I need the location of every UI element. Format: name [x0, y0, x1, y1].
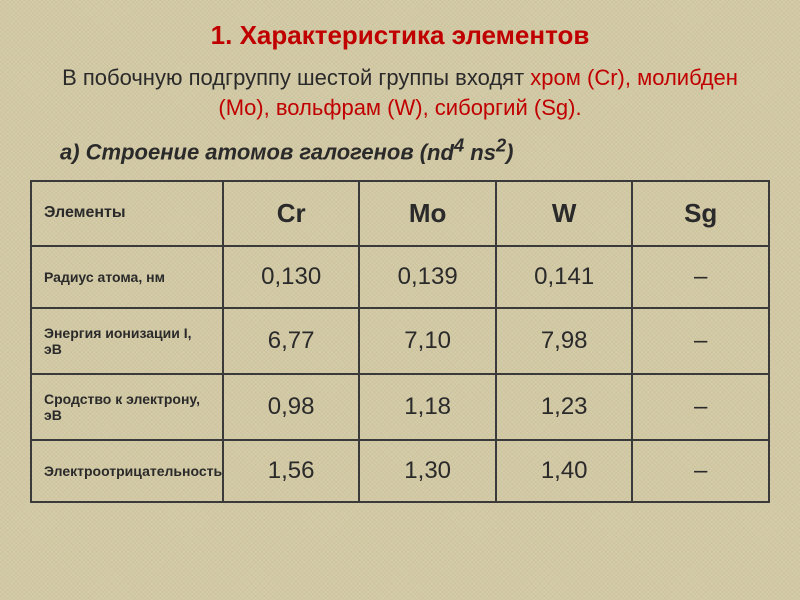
cell: 1,18 — [359, 374, 496, 440]
row-label: Электроотрицательность — [31, 440, 223, 502]
subheading-suffix: ) — [506, 140, 513, 165]
cell: – — [632, 440, 769, 502]
cell: 1,40 — [496, 440, 633, 502]
subheading: а) Строение атомов галогенов (nd4 ns2) — [30, 134, 770, 165]
row-label: Энергия ионизации I, эВ — [31, 308, 223, 374]
cell: – — [632, 308, 769, 374]
header-col: Mo — [359, 181, 496, 246]
table-header-row: Элементы Cr Mo W Sg — [31, 181, 769, 246]
subheading-prefix: а) Строение атомов галогенов ( — [60, 140, 427, 165]
cell: 7,98 — [496, 308, 633, 374]
elements-table: Элементы Cr Mo W Sg Радиус атома, нм 0,1… — [30, 180, 770, 503]
table-row: Радиус атома, нм 0,130 0,139 0,141 – — [31, 246, 769, 308]
cell: 1,56 — [223, 440, 360, 502]
table-row: Электроотрицательность 1,56 1,30 1,40 – — [31, 440, 769, 502]
cell: 1,23 — [496, 374, 633, 440]
row-label: Радиус атома, нм — [31, 246, 223, 308]
header-col: Cr — [223, 181, 360, 246]
cell: – — [632, 374, 769, 440]
table-row: Сродство к электрону, эВ 0,98 1,18 1,23 … — [31, 374, 769, 440]
row-label: Сродство к электрону, эВ — [31, 374, 223, 440]
slide-title: 1. Характеристика элементов — [30, 20, 770, 51]
header-label: Элементы — [31, 181, 223, 246]
cell: 0,139 — [359, 246, 496, 308]
cell: 6,77 — [223, 308, 360, 374]
cell: 0,130 — [223, 246, 360, 308]
header-col: W — [496, 181, 633, 246]
header-col: Sg — [632, 181, 769, 246]
table-row: Энергия ионизации I, эВ 6,77 7,10 7,98 – — [31, 308, 769, 374]
intro-paragraph: В побочную подгруппу шестой группы входя… — [30, 63, 770, 122]
cell: 1,30 — [359, 440, 496, 502]
cell: 7,10 — [359, 308, 496, 374]
intro-text: В побочную подгруппу шестой группы входя… — [62, 65, 530, 90]
table-body: Радиус атома, нм 0,130 0,139 0,141 – Эне… — [31, 246, 769, 502]
cell: 0,98 — [223, 374, 360, 440]
subheading-formula: nd4 ns2 — [427, 140, 506, 165]
cell: – — [632, 246, 769, 308]
cell: 0,141 — [496, 246, 633, 308]
